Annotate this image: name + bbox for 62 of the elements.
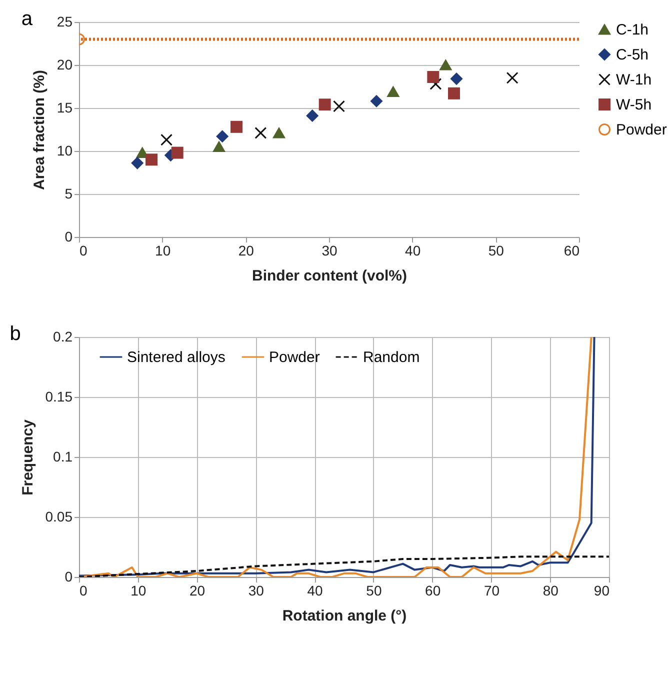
point <box>230 120 242 133</box>
x-axis-title: Binder content (vol%) <box>252 268 408 284</box>
legend-label: Powder <box>269 349 320 366</box>
x-tick-label: 90 <box>594 582 610 598</box>
x-axis-title: Rotation angle (°) <box>282 608 407 624</box>
point <box>318 98 331 111</box>
point <box>146 154 158 166</box>
chart-title: a <box>21 8 34 30</box>
legend-label: Random <box>363 349 420 366</box>
point <box>427 71 440 84</box>
point <box>273 128 285 138</box>
legend-label: W-1h <box>616 72 652 88</box>
x-tick-label: 60 <box>564 242 580 258</box>
x-tick-label: 20 <box>238 242 254 258</box>
x-tick-label: 70 <box>484 582 500 598</box>
y-tick-label: 0.1 <box>53 448 73 464</box>
point <box>306 110 318 122</box>
legend-label: Sintered alloys <box>127 349 226 366</box>
legend-label: C-5h <box>616 46 649 64</box>
y-tick-label: 15 <box>56 100 73 116</box>
y-axis-title: Area fraction (%) <box>30 70 48 190</box>
point <box>213 141 225 152</box>
x-tick-label: 0 <box>80 582 88 598</box>
point <box>370 95 382 108</box>
x-tick-label: 80 <box>542 582 559 598</box>
x-tick-label: 20 <box>189 582 206 598</box>
y-tick-label: 0.05 <box>45 508 73 524</box>
point <box>506 72 518 84</box>
y-tick-label: 20 <box>56 56 73 72</box>
legend-label: Powder <box>616 122 667 138</box>
y-tick-label: 0.15 <box>45 388 73 404</box>
x-tick-label: 40 <box>405 242 421 258</box>
y-axis-title: Frequency <box>19 418 36 496</box>
point <box>171 146 184 159</box>
point <box>440 60 452 70</box>
x-tick-label: 0 <box>80 242 88 258</box>
point <box>430 78 442 90</box>
y-tick-label: 5 <box>64 186 73 202</box>
point <box>131 157 144 170</box>
x-tick-label: 50 <box>488 242 504 258</box>
x-tick-label: 60 <box>425 582 441 598</box>
x-tick-label: 50 <box>366 582 382 598</box>
y-tick-label: 0 <box>64 228 73 244</box>
x-tick-label: 30 <box>248 582 264 598</box>
y-tick-label: 25 <box>56 14 73 30</box>
point <box>216 130 228 142</box>
point <box>450 72 462 85</box>
x-tick-label: 10 <box>130 582 146 598</box>
x-tick-label: 40 <box>307 582 324 598</box>
legend-label: W-5h <box>616 96 652 114</box>
legend-label: C-1h <box>616 22 649 38</box>
point <box>448 87 460 100</box>
point <box>160 134 172 146</box>
point <box>254 126 267 139</box>
x-tick-label: 30 <box>322 242 338 258</box>
point <box>387 86 400 97</box>
y-tick-label: 10 <box>56 142 73 158</box>
y-tick-label: 0 <box>64 568 73 584</box>
chart-title: b <box>10 323 21 345</box>
y-tick-label: 0.2 <box>53 328 73 344</box>
point <box>333 100 345 112</box>
x-tick-label: 10 <box>155 242 171 258</box>
